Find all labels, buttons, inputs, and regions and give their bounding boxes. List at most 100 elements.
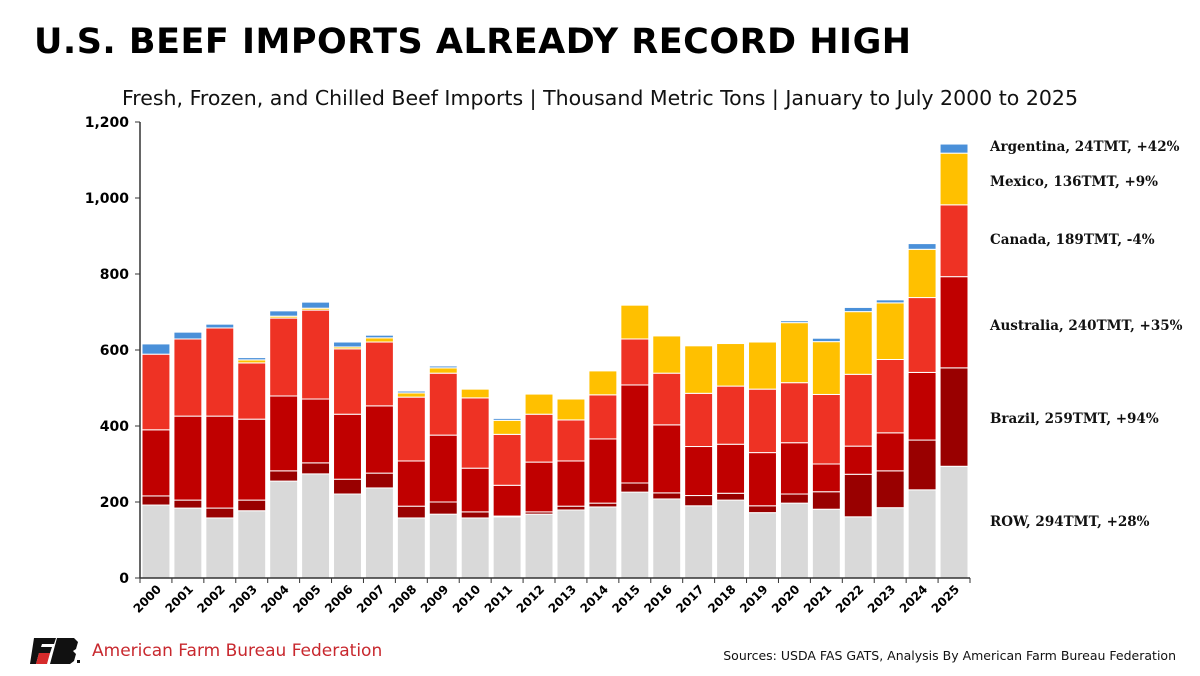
y-tick-label: 0 [119, 571, 129, 587]
bar-segment-australia-2012 [524, 461, 554, 513]
bar-segment-mexico-2013 [556, 398, 586, 421]
bar-segment-mexico-2017 [684, 345, 714, 394]
bar-segment-canada-2007 [364, 341, 394, 407]
bar-segment-canada-2011 [492, 433, 522, 486]
x-tick-label: 2018 [705, 582, 739, 616]
source-note: Sources: USDA FAS GATS, Analysis By Amer… [723, 648, 1176, 663]
bar-segment-brazil-2001 [173, 499, 203, 509]
bar-segment-mexico-2023 [875, 302, 905, 361]
bar-segment-australia-2021 [811, 463, 841, 493]
bar-segment-brazil-2008 [396, 505, 426, 519]
x-tick-label: 2009 [418, 582, 452, 616]
bar-segment-australia-2022 [843, 445, 873, 475]
bar-segment-row-2007 [364, 487, 394, 579]
series-label-row: ROW, 294TMT, +28% [990, 514, 1150, 530]
bar-segment-canada-2022 [843, 373, 873, 447]
bar-segment-row-2022 [843, 516, 873, 579]
bar-segment-mexico-2019 [748, 341, 777, 390]
bar-segment-brazil-2019 [748, 505, 777, 514]
afbf-logo: American Farm Bureau Federation [30, 638, 382, 664]
bar-segment-mexico-2010 [460, 388, 490, 399]
bar-segment-mexico-2024 [907, 248, 937, 299]
bar-segment-argentina-2025 [939, 143, 969, 154]
bar-segment-row-2018 [716, 499, 746, 579]
bar-segment-brazil-2015 [620, 482, 650, 493]
bar-segment-brazil-2010 [460, 511, 490, 519]
bar-segment-australia-2007 [364, 405, 394, 474]
bar-segment-argentina-2024 [907, 243, 937, 250]
y-tick-label: 1,000 [85, 191, 130, 207]
bar-segment-canada-2001 [173, 338, 203, 417]
x-tick-label: 2017 [673, 582, 707, 616]
bar-segment-brazil-2023 [875, 470, 905, 509]
bar-segment-canada-2000 [141, 353, 171, 431]
bar-segment-australia-2000 [141, 429, 171, 497]
bar-segment-brazil-2009 [428, 501, 458, 515]
bar-segment-mexico-2016 [652, 335, 682, 374]
x-tick-label: 2023 [865, 582, 899, 616]
bar-segment-australia-2023 [875, 432, 905, 472]
y-tick-label: 200 [100, 495, 129, 511]
bar-segment-argentina-2022 [843, 306, 873, 313]
x-tick-label: 2022 [833, 582, 867, 616]
bar-segment-canada-2016 [652, 372, 682, 426]
bar-segment-argentina-2011 [492, 417, 522, 421]
bar-segment-brazil-2018 [716, 492, 746, 501]
bar-segment-canada-2010 [460, 397, 490, 469]
organization-name: American Farm Bureau Federation [92, 641, 383, 661]
bar-segment-mexico-2021 [811, 341, 841, 395]
bar-segment-brazil-2006 [333, 478, 362, 495]
bar-segment-australia-2009 [428, 434, 458, 503]
x-tick-label: 2014 [577, 582, 611, 616]
bar-segment-row-2015 [620, 491, 650, 579]
bar-segment-canada-2019 [748, 388, 777, 454]
bar-segment-brazil-2005 [301, 462, 331, 475]
bar-segment-canada-2005 [301, 309, 331, 400]
bar-segment-canada-2003 [237, 362, 267, 420]
x-tick-label: 2004 [258, 582, 292, 616]
bar-segment-australia-2017 [684, 446, 714, 497]
bar-segment-canada-2024 [907, 297, 937, 373]
bar-segment-row-2006 [333, 493, 362, 579]
bar-segment-canada-2002 [205, 327, 235, 417]
bar-segment-argentina-2000 [141, 343, 171, 355]
bar-segment-australia-2020 [779, 442, 809, 495]
bar-segment-mexico-2025 [939, 152, 969, 206]
bar-segment-australia-2004 [269, 395, 299, 472]
bar-segment-row-2016 [652, 498, 682, 579]
bar-segment-canada-2018 [716, 385, 746, 445]
x-tick-label: 2016 [641, 582, 675, 616]
x-tick-label: 2005 [290, 582, 324, 616]
bar-segment-mexico-2014 [588, 370, 618, 396]
bar-segment-canada-2021 [811, 393, 841, 465]
bar-segment-canada-2020 [779, 382, 809, 444]
x-tick-label: 2000 [131, 582, 165, 616]
bar-segment-argentina-2006 [333, 341, 362, 348]
x-tick-label: 2020 [769, 582, 803, 616]
bar-segment-canada-2015 [620, 338, 650, 386]
bar-segment-argentina-2003 [237, 357, 267, 361]
series-label-canada: Canada, 189TMT, -4% [990, 232, 1155, 248]
bar-segment-canada-2012 [524, 413, 554, 463]
bar-segment-brazil-2020 [779, 493, 809, 504]
x-tick-label: 2024 [897, 582, 931, 616]
bar-segment-mexico-2012 [524, 393, 554, 415]
bar-segment-row-2020 [779, 502, 809, 579]
bar-segment-row-2024 [907, 489, 937, 579]
bar-segment-row-2017 [684, 505, 714, 579]
bar-segment-mexico-2022 [843, 311, 873, 375]
bar-segment-argentina-2004 [269, 310, 299, 317]
bar-segment-row-2000 [141, 504, 171, 579]
x-tick-label: 2013 [546, 582, 580, 616]
bar-segment-canada-2008 [396, 396, 426, 462]
bar-segment-australia-2011 [492, 484, 522, 517]
bar-segment-australia-2013 [556, 460, 586, 507]
bar-segment-brazil-2024 [907, 439, 937, 491]
bar-segment-australia-2005 [301, 398, 331, 464]
bar-segment-australia-2003 [237, 418, 267, 501]
bar-segment-brazil-2000 [141, 495, 171, 506]
bar-segment-australia-2001 [173, 415, 203, 501]
bar-segment-australia-2016 [652, 424, 682, 494]
bar-segment-row-2025 [939, 465, 969, 579]
